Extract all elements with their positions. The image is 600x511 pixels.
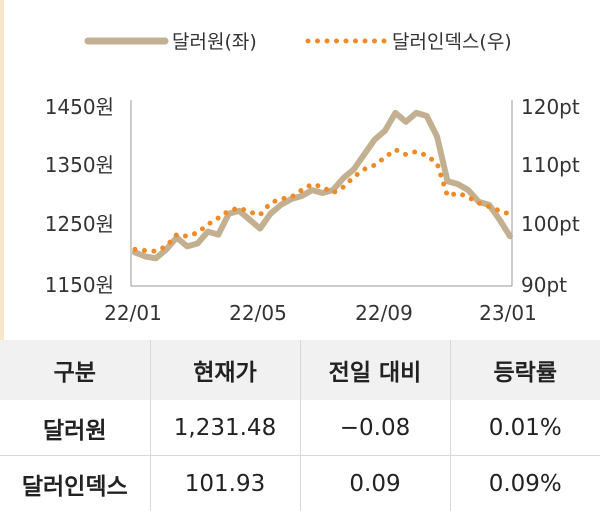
row-label: 달러원 xyxy=(0,400,150,456)
legend: 달러원(좌) 달러인덱스(우) xyxy=(88,31,512,53)
x-axis-ticks: 22/01 22/05 22/09 23/01 xyxy=(104,301,537,325)
left-tick-label: 1150원 xyxy=(45,273,114,297)
x-tick-label: 22/01 xyxy=(104,301,162,325)
table-row: 달러원 1,231.48 −0.08 0.01% xyxy=(0,400,600,456)
x-tick-label: 23/01 xyxy=(479,301,537,325)
row-label: 달러인덱스 xyxy=(0,456,150,511)
right-tick-label: 120pt xyxy=(521,95,580,119)
left-axis-ticks: 1450원 1350원 1250원 1150원 xyxy=(45,95,114,297)
legend-label-usdkrw: 달러원(좌) xyxy=(172,31,257,53)
right-tick-label: 90pt xyxy=(521,273,567,297)
header-category: 구분 xyxy=(0,340,150,400)
series-layer xyxy=(135,113,510,258)
summary-table: 구분 현재가 전일 대비 등락률 달러원 1,231.48 −0.08 0.01… xyxy=(0,340,600,511)
left-tick-label: 1350원 xyxy=(45,153,114,177)
row-current-price: 1,231.48 xyxy=(150,400,300,456)
table-row: 달러인덱스 101.93 0.09 0.09% xyxy=(0,456,600,511)
legend-label-dxy: 달러인덱스(우) xyxy=(392,31,512,53)
right-tick-label: 100pt xyxy=(521,212,580,236)
row-current-price: 101.93 xyxy=(150,456,300,511)
dollar-index-series-line xyxy=(135,150,510,252)
x-tick-label: 22/09 xyxy=(355,301,413,325)
row-change-rate: 0.09% xyxy=(450,456,600,511)
row-change: −0.08 xyxy=(300,400,450,456)
row-change: 0.09 xyxy=(300,456,450,511)
exchange-rate-chart: 달러원(좌) 달러인덱스(우) 1450원 1350원 1250원 1150원 … xyxy=(0,0,600,340)
row-change-rate: 0.01% xyxy=(450,400,600,456)
table-header-row: 구분 현재가 전일 대비 등락률 xyxy=(0,340,600,400)
left-tick-label: 1250원 xyxy=(45,212,114,236)
right-tick-label: 110pt xyxy=(521,153,580,177)
header-change-rate: 등락률 xyxy=(450,340,600,400)
right-axis-ticks: 120pt 110pt 100pt 90pt xyxy=(521,95,580,297)
header-current-price: 현재가 xyxy=(150,340,300,400)
left-tick-label: 1450원 xyxy=(45,95,114,119)
header-change: 전일 대비 xyxy=(300,340,450,400)
usdkrw-series-line xyxy=(135,113,510,258)
x-tick-label: 22/05 xyxy=(229,301,287,325)
